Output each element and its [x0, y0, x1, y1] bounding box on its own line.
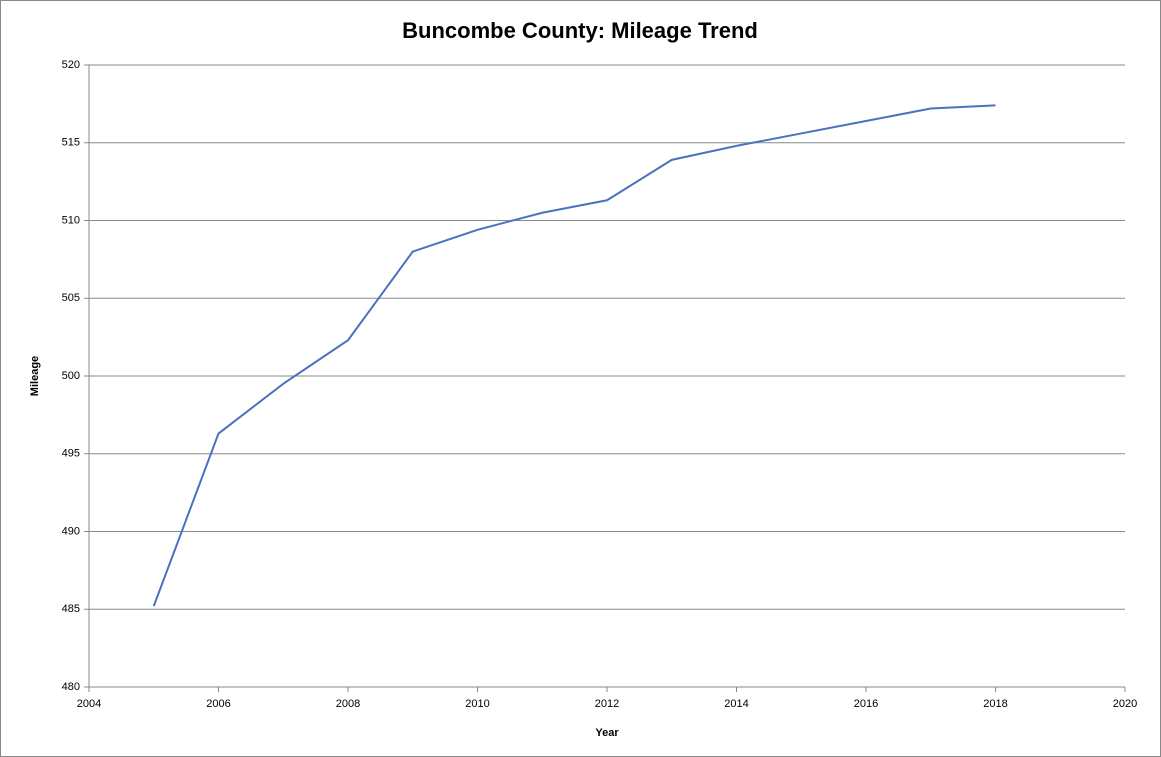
- x-tick-label: 2010: [465, 698, 489, 710]
- y-tick-label: 520: [62, 59, 80, 71]
- x-tick-label: 2008: [336, 698, 360, 710]
- y-tick-label: 510: [62, 214, 80, 226]
- x-tick-label: 2018: [983, 698, 1007, 710]
- x-tick-label: 2014: [724, 698, 748, 710]
- y-tick-label: 505: [62, 292, 80, 304]
- x-tick-label: 2016: [854, 698, 878, 710]
- data-line: [152, 104, 996, 607]
- y-tick-label: 485: [62, 603, 80, 615]
- y-axis-label: Mileage: [29, 356, 41, 396]
- x-tick-label: 2006: [206, 698, 230, 710]
- y-tick-label: 490: [62, 525, 80, 537]
- chart-title: Buncombe County: Mileage Trend: [402, 18, 758, 43]
- y-tick-label: 500: [62, 370, 80, 382]
- x-tick-label: 2012: [595, 698, 619, 710]
- y-tick-label: 495: [62, 448, 80, 460]
- x-tick-label: 2004: [77, 698, 101, 710]
- x-tick-label: 2020: [1113, 698, 1137, 710]
- y-tick-label: 480: [62, 681, 80, 693]
- y-tick-label: 515: [62, 137, 80, 149]
- x-axis-label: Year: [595, 727, 619, 739]
